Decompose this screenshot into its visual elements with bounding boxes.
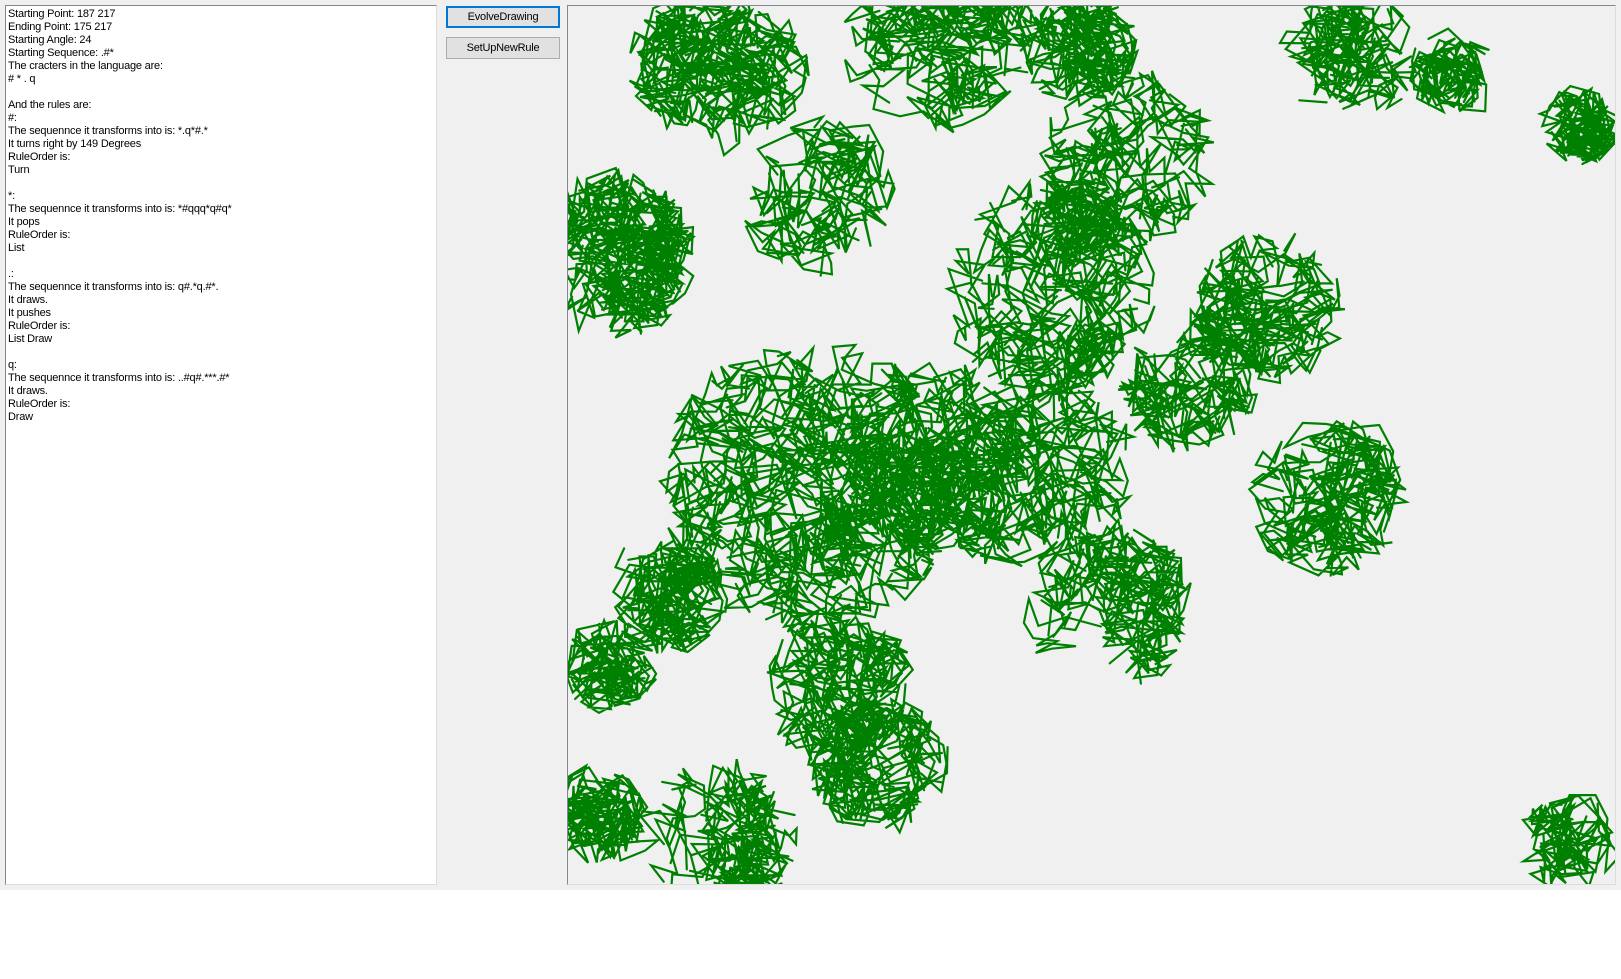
info-line: Ending Point: 175 217	[8, 21, 113, 33]
info-line: List	[8, 242, 25, 254]
stroke-cluster	[944, 177, 1156, 395]
info-line	[8, 86, 436, 99]
info-line: And the rules are:	[8, 99, 92, 111]
stroke-cluster	[1117, 316, 1259, 453]
rule-info-textbox[interactable]: Starting Point: 187 217 Ending Point: 175…	[5, 5, 437, 885]
stroke-cluster	[1189, 232, 1346, 385]
info-line: The cracters in the language are:	[8, 60, 163, 72]
info-line: q:	[8, 359, 17, 371]
stroke-cluster	[628, 6, 810, 158]
info-line	[8, 177, 436, 190]
stroke-cluster	[638, 758, 798, 884]
set-up-new-rule-button[interactable]: SetUpNewRule	[446, 37, 560, 59]
info-line: RuleOrder is:	[8, 320, 71, 332]
info-line: Starting Sequence: .#*	[8, 47, 114, 59]
info-line: #:	[8, 112, 17, 124]
stroke-cluster	[568, 166, 696, 339]
info-line: RuleOrder is:	[8, 151, 71, 163]
app-window: Starting Point: 187 217 Ending Point: 175…	[0, 0, 1621, 890]
info-line: Starting Point: 187 217	[8, 8, 116, 20]
info-line: It pops	[8, 216, 40, 228]
info-line	[8, 255, 436, 268]
stroke-cluster	[838, 361, 1040, 556]
info-line: It pushes	[8, 307, 51, 319]
stroke-cluster	[1247, 419, 1411, 577]
stroke-cluster	[611, 540, 729, 655]
info-line: It draws.	[8, 385, 48, 397]
info-line: Starting Angle: 24	[8, 34, 92, 46]
info-line: Turn	[8, 164, 30, 176]
stroke-cluster	[568, 617, 658, 715]
info-line: The sequennce it transforms into is: *.q…	[8, 125, 208, 137]
stroke-cluster	[920, 364, 1138, 568]
drawing-canvas	[567, 5, 1616, 885]
info-line: It turns right by 149 Degrees	[8, 138, 141, 150]
stroke-cluster	[843, 6, 1039, 134]
stroke-cluster	[1408, 27, 1490, 115]
info-line: .:	[8, 268, 14, 280]
stroke-cluster	[744, 114, 896, 277]
drawing-strokes	[568, 6, 1615, 884]
info-line	[8, 346, 436, 359]
stroke-cluster	[1022, 517, 1192, 685]
info-line: List Draw	[8, 333, 53, 345]
stroke-cluster	[1519, 794, 1615, 884]
stroke-cluster	[1278, 6, 1418, 112]
info-line: *:	[8, 190, 15, 202]
evolve-drawing-label: EvolveDrawing	[467, 11, 539, 23]
stroke-cluster	[1536, 84, 1615, 166]
info-line: The sequennce it transforms into is: q#.…	[8, 281, 219, 293]
stroke-cluster	[658, 343, 957, 633]
stroke-cluster	[568, 763, 662, 864]
info-line: The sequennce it transforms into is: *#q…	[8, 203, 232, 215]
info-line: The sequennce it transforms into is: ..#…	[8, 372, 230, 384]
stroke-cluster	[1017, 6, 1140, 108]
lsystem-drawing	[568, 6, 1615, 884]
info-line: # * . q	[8, 73, 36, 85]
stroke-cluster	[807, 697, 949, 835]
info-line: RuleOrder is:	[8, 398, 71, 410]
info-line: Draw	[8, 411, 33, 423]
evolve-drawing-button[interactable]: EvolveDrawing	[446, 6, 560, 28]
set-up-new-rule-label: SetUpNewRule	[466, 42, 540, 54]
info-line: RuleOrder is:	[8, 229, 71, 241]
info-line: It draws.	[8, 294, 48, 306]
